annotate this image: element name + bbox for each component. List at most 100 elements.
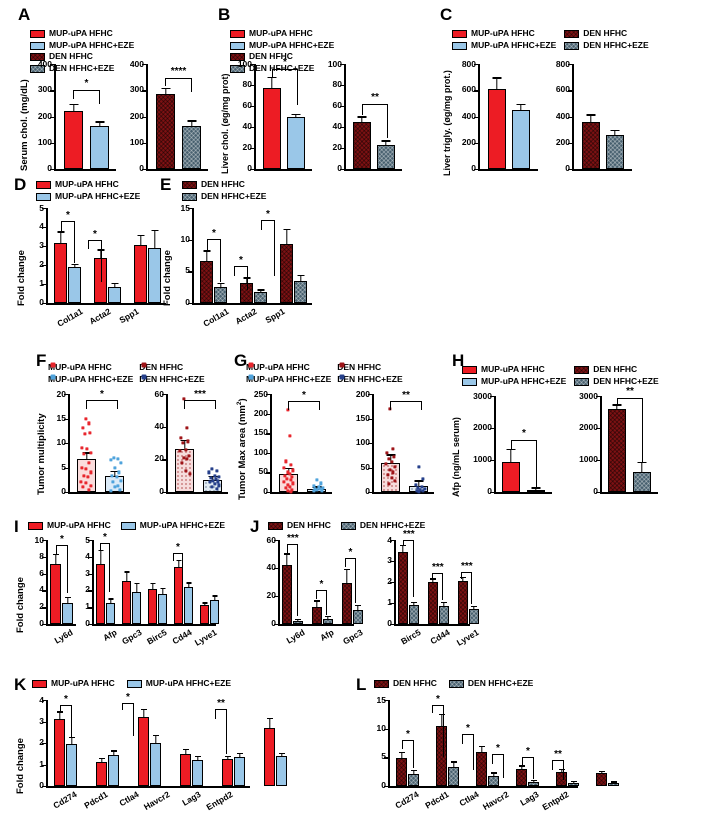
legend-label: DEN HFHC xyxy=(287,520,331,530)
bar-ctla4-eze xyxy=(150,700,161,786)
panel-D-letter: D xyxy=(14,175,27,194)
legend-item-den-eze: DEN HFHC+EZE xyxy=(564,40,649,51)
panel-A-subplot-den: 0 100 200 300 400 xyxy=(130,60,208,173)
bar-acta2-hfhc xyxy=(94,208,107,303)
bar-birc5-den-eze xyxy=(409,540,419,624)
panel-F-subplot-mup: 0 5 10 15 20 xyxy=(57,390,130,496)
bar-entpd2-den-eze xyxy=(608,700,619,786)
bar-spp1-hfhc xyxy=(134,208,147,303)
panel-C-ylabel: Liver trigly. (øg/mg prot.) xyxy=(442,70,452,176)
legend-item-den-hfhc: DEN HFHC xyxy=(182,179,266,190)
legend-label: MUP-uPA HFHC xyxy=(48,362,112,372)
panel-K-ylabel: Fold change xyxy=(15,738,26,794)
legend-swatch-blue-icon xyxy=(462,377,477,386)
xcat-acta2: Acta2 xyxy=(233,306,259,327)
legend-item-den-hfhc: DEN HFHC xyxy=(268,520,331,531)
bar-ly6d-hfhc xyxy=(50,540,61,624)
legend-item-mup-hfhc: MUP-uPA HFHC xyxy=(246,362,331,373)
legend-dot-navy-icon xyxy=(339,374,345,380)
legend-item-mup-hfhc: MUP-uPA HFHC xyxy=(30,28,134,39)
legend-item-den-hfhc: DEN HFHC xyxy=(374,678,437,689)
legend-item-mup-hfhc: MUP-uPA HFHC xyxy=(452,28,556,39)
legend-item-den-hfhc: DEN HFHC xyxy=(564,28,648,39)
legend-item-den-eze: DEN HFHC+EZE xyxy=(30,63,114,74)
panel-B-ylabel: Liver chol. (øg/mg prot) xyxy=(220,73,230,175)
panel-G-subplot-den: 0 50 100 150 200 xyxy=(356,390,434,496)
panel-F-letter: F xyxy=(36,351,47,370)
panel-F: F MUP-uPA HFHC MUP-uPA HFHC+EZE DEN HFHC xyxy=(36,352,236,512)
ylabel-superscript: 2 xyxy=(236,401,243,406)
legend-swatch-darkred-icon xyxy=(30,52,45,61)
bar-pdcd1-eze xyxy=(108,700,119,786)
panel-A: A MUP-uPA HFHC MUP-uPA HFHC+EZE DEN HFHC xyxy=(18,6,214,174)
panel-I-subplot-rest: 0 1 2 3 4 5 xyxy=(85,533,219,648)
legend-label: DEN HFHC xyxy=(139,362,184,372)
bar-gpc3-eze xyxy=(132,540,141,624)
bar-gpc3-hfhc xyxy=(122,540,131,624)
panel-H-ylabel: Afp (ng/mL serum) xyxy=(451,417,461,497)
panel-B-subplot-den: 0 20 40 60 80 100 xyxy=(328,60,402,173)
bar-den-eze xyxy=(409,394,428,492)
bar-acta2-den-eze xyxy=(254,208,267,303)
legend-item-mup-hfhc: MUP-uPA HFHC xyxy=(462,364,566,375)
xcat-birc5: Birc5 xyxy=(145,627,169,647)
xcat-pdcd1: Pdcd1 xyxy=(423,789,451,811)
bar-birc5-eze xyxy=(158,540,167,624)
panel-K-letter: K xyxy=(14,675,27,694)
panel-K: K MUP-uPA HFHC MUP-uPA HFHC+EZE Fold cha… xyxy=(14,676,344,832)
legend-swatch-slate-icon xyxy=(182,192,197,201)
legend-swatch-blue-icon xyxy=(30,41,45,50)
legend-label: DEN HFHC+EZE xyxy=(139,374,205,384)
panel-E: E DEN HFHC DEN HFHC+EZE Fold change 0 5 … xyxy=(160,176,350,342)
panel-J-legend: DEN HFHC DEN HFHC+EZE xyxy=(268,520,425,531)
xcat-pdcd1: Pdcd1 xyxy=(82,789,110,811)
legend-label: MUP-uPA HFHC+EZE xyxy=(246,374,332,384)
panel-J: J DEN HFHC DEN HFHC+EZE 0 20 40 60 xyxy=(250,518,490,670)
bar-afp-den-eze xyxy=(323,540,333,624)
bar-pdcd1-hfhc xyxy=(96,700,107,786)
panel-G-ylabel: Tumor Max area (mm2) xyxy=(235,388,248,500)
bar-entpd2-den xyxy=(596,700,607,786)
bar-acta2-den xyxy=(240,208,253,303)
bar-lyve1-eze xyxy=(210,540,219,624)
bar-mup-hfhc xyxy=(502,396,520,492)
legend-label: DEN HFHC+EZE xyxy=(359,520,426,530)
legend-item-mup-eze: MUP-uPA HFHC+EZE xyxy=(126,678,231,689)
bar-mup-hfhc xyxy=(263,64,281,169)
panel-H: H MUP-uPA HFHC MUP-uPA HFHC+EZE DEN HFHC xyxy=(450,352,660,512)
bar-pdcd1-den xyxy=(436,700,447,786)
panel-J-letter: J xyxy=(250,517,260,536)
bar-spp1-den-eze xyxy=(294,208,307,303)
panel-L: L DEN HFHC DEN HFHC+EZE 0 5 10 15 xyxy=(356,676,686,832)
legend-swatch-slate-icon xyxy=(340,521,356,530)
xcat-lyve1: Lyve1 xyxy=(454,627,481,648)
panel-E-ylabel: Fold change xyxy=(162,250,173,306)
legend-item-den-hfhc: DEN HFHC xyxy=(230,51,314,62)
xcat-ctla4: Ctla4 xyxy=(117,789,141,809)
legend-swatch-darkred-icon xyxy=(374,679,389,688)
legend-item-den-eze: DEN HFHC+EZE xyxy=(337,374,403,385)
legend-item-mup-eze: MUP-uPA HFHC+EZE xyxy=(120,520,225,531)
legend-swatch-slate-icon xyxy=(574,377,590,386)
panel-I-legend: MUP-uPA HFHC MUP-uPA HFHC+EZE xyxy=(28,520,225,531)
legend-swatch-red-icon xyxy=(452,29,467,38)
legend-label: MUP-uPA HFHC+EZE xyxy=(55,191,141,201)
bar-col1a1-den-eze xyxy=(214,208,227,303)
bar-pdcd1-den-eze xyxy=(448,700,459,786)
panel-H-subplot-den: 0 1000 2000 3000 ** xyxy=(579,387,658,496)
panel-I-ylabel: Fold change xyxy=(15,577,26,633)
panel-D: D MUP-uPA HFHC MUP-uPA HFHC+EZE Fold cha… xyxy=(14,176,204,342)
xcat-col1a1: Col1a1 xyxy=(201,306,231,329)
xcat-havcr2: Havcr2 xyxy=(141,789,172,812)
xcat-spp1: Spp1 xyxy=(263,306,287,326)
panel-L-letter: L xyxy=(356,675,367,694)
bar-col1a1-den xyxy=(200,208,213,303)
legend-label: DEN HFHC+EZE xyxy=(49,63,115,73)
legend-swatch-red-icon xyxy=(28,521,43,530)
panel-C-subplot-den: 0 200 400 600 800 xyxy=(556,60,632,173)
bar-gpc3-den-eze xyxy=(353,540,363,624)
legend-label: DEN HFHC xyxy=(583,28,628,38)
legend-swatch-darkred-icon xyxy=(182,180,197,189)
xcat-cd274: Cd274 xyxy=(393,789,421,811)
legend-swatch-red-icon xyxy=(462,365,477,374)
